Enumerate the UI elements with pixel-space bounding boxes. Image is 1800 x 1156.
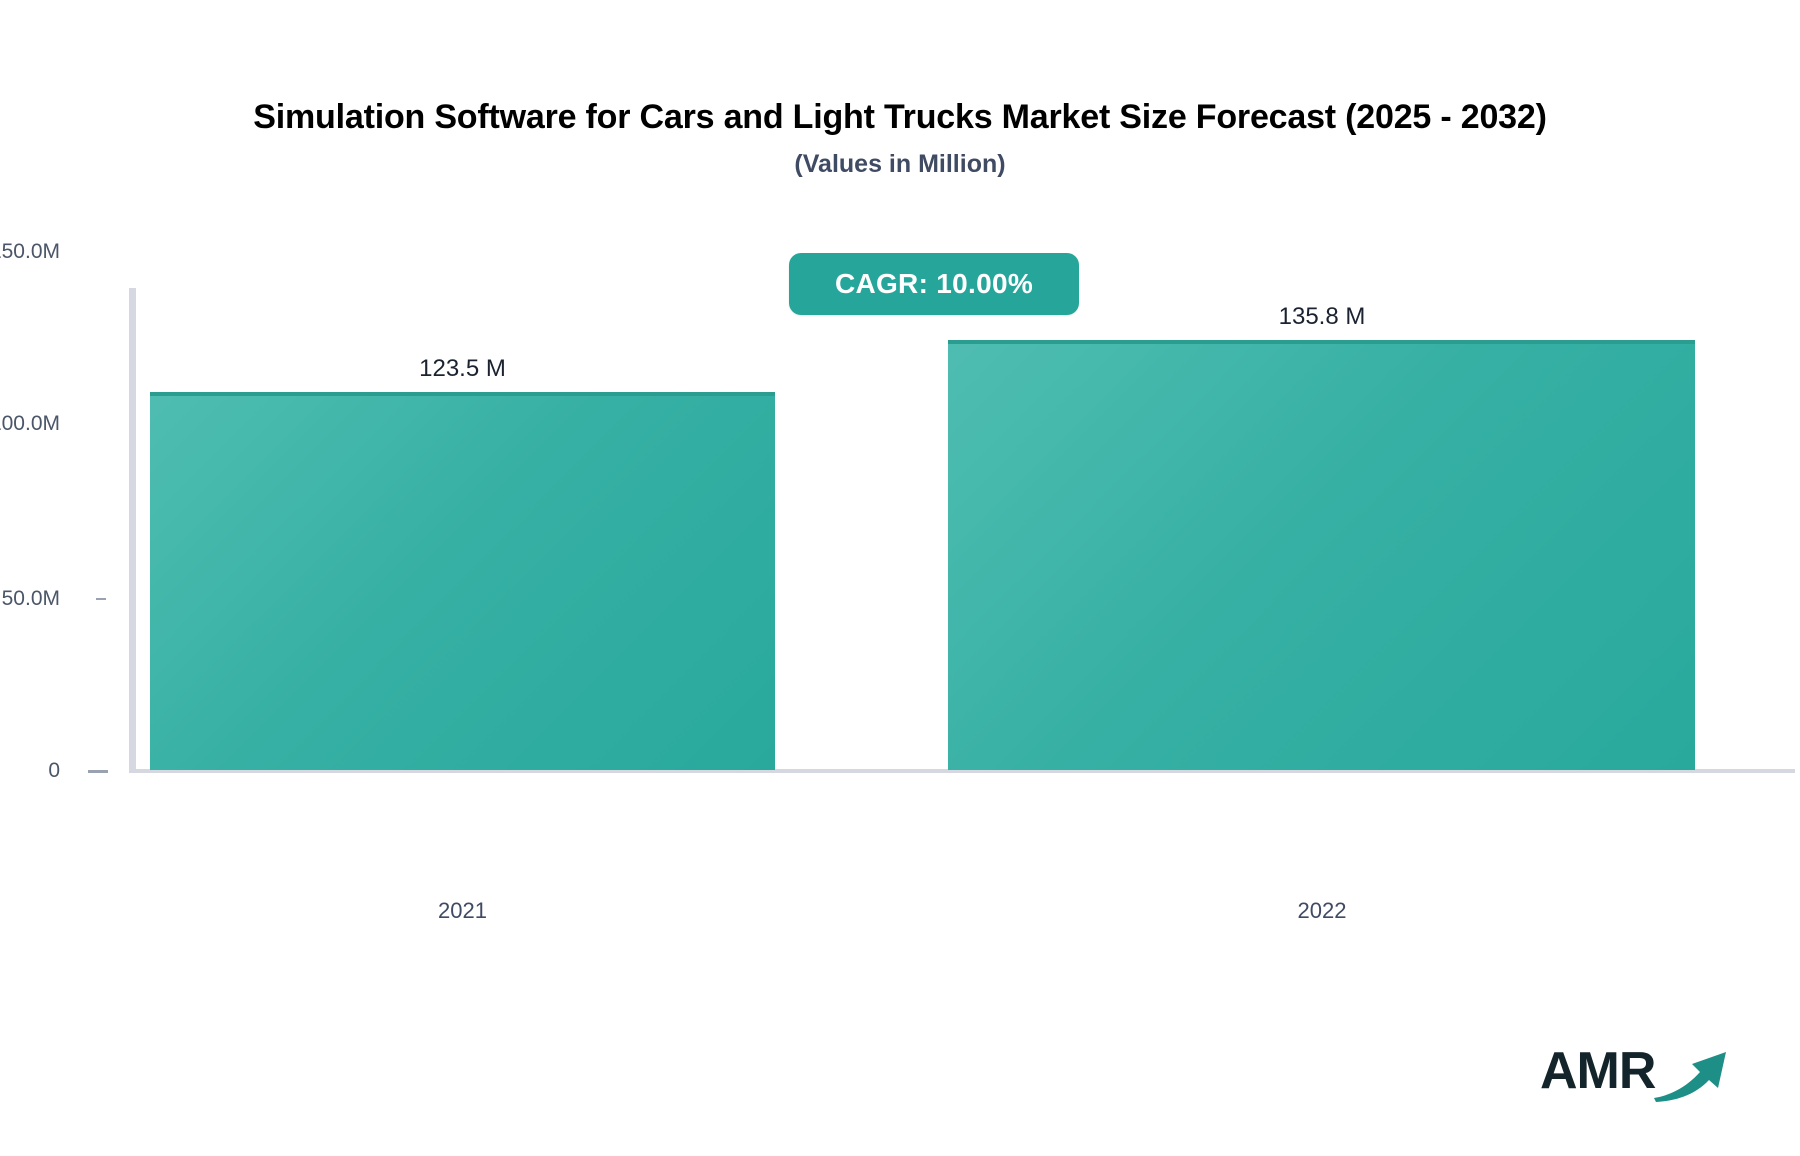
bar-value-label-2022: 135.8 M	[1278, 303, 1366, 330]
amr-logo: AMR	[1540, 1040, 1740, 1112]
cagr-badge: CAGR: 10.00%	[789, 253, 1079, 315]
bar-2021	[150, 392, 775, 770]
trend-up-arrow-icon	[1652, 1046, 1732, 1107]
y-tick-label-150: 150.0M	[0, 240, 60, 263]
amr-logo-text: AMR	[1540, 1042, 1656, 1100]
x-tick-label-2022: 2022	[1297, 898, 1347, 923]
y-tick-mark-0	[88, 770, 108, 773]
cagr-badge-label: CAGR: 10.00%	[834, 268, 1034, 299]
bar-2021-top-edge	[150, 392, 775, 396]
bar-2022	[948, 340, 1695, 770]
page-title: Simulation Software for Cars and Light T…	[253, 98, 1547, 136]
chart-subtitle: (Values in Million)	[794, 150, 1006, 178]
y-tick-label-0: 0	[48, 759, 60, 782]
x-axis-line	[129, 769, 1795, 773]
y-tick-label-100: 100.0M	[0, 412, 60, 435]
bar-2022-top-edge	[948, 340, 1695, 344]
y-tick-label-50: 50.0M	[1, 587, 60, 610]
y-tick-mark-50	[96, 598, 106, 600]
x-tick-label-2021: 2021	[438, 898, 487, 923]
y-axis-line	[129, 288, 136, 771]
bar-value-label-2021: 123.5 M	[419, 355, 506, 382]
